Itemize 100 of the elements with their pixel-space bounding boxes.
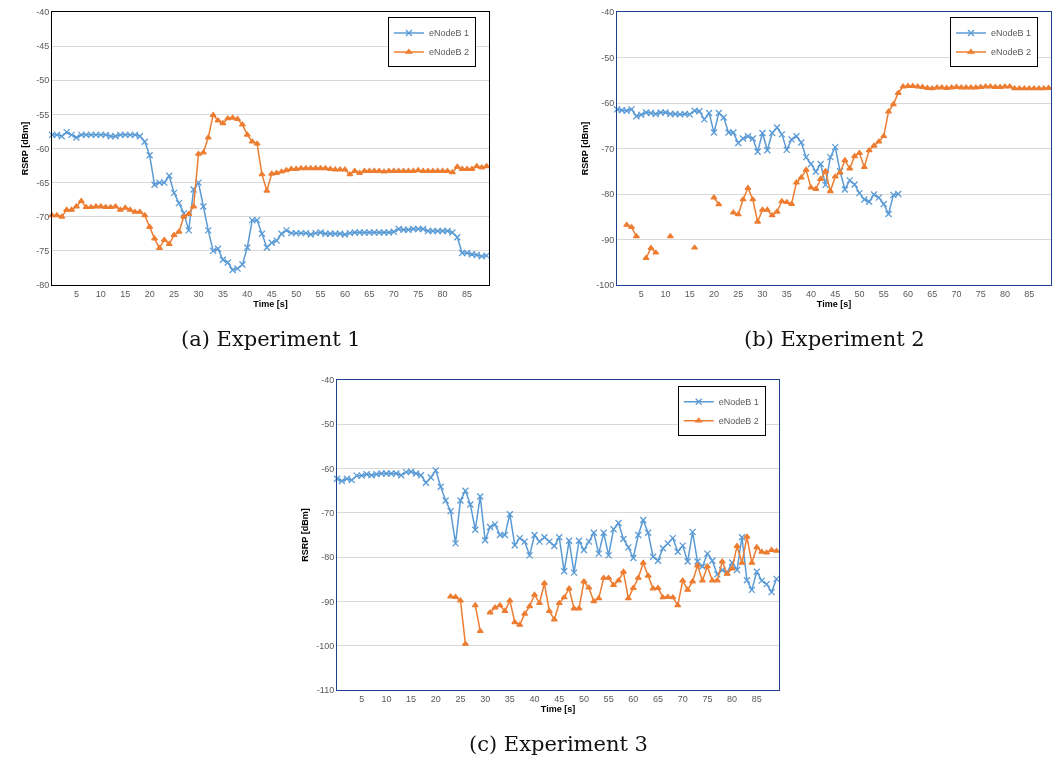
x-tick-label: 60 [902, 288, 913, 299]
x-tick-label: 10 [381, 693, 392, 704]
x-tick-label: 50 [578, 693, 589, 704]
y-tick-label: -40 [321, 375, 335, 386]
x-tick-label: 85 [462, 288, 473, 299]
x-tick-label: 10 [95, 288, 106, 299]
point [700, 115, 708, 124]
x-tick-label: 35 [504, 693, 515, 704]
point [884, 210, 893, 218]
y-tick-label: -50 [321, 419, 335, 430]
y-tick-label: -100 [596, 280, 615, 291]
point [817, 160, 825, 168]
x-tick-label: 70 [951, 288, 962, 299]
point [880, 200, 888, 208]
point [889, 191, 898, 199]
x-tick-label: 25 [169, 288, 180, 299]
x-tick-label: 65 [927, 288, 938, 299]
x-axis-title: Time [s] [540, 703, 576, 714]
y-tick-label: -70 [601, 143, 615, 154]
x-tick-label: 80 [727, 693, 738, 704]
y-tick-label: -100 [316, 640, 335, 651]
y-tick-label: -40 [601, 7, 615, 18]
legend-label: eNodeB 1 [718, 397, 759, 408]
x-tick-label: 20 [708, 288, 719, 299]
point [821, 181, 830, 189]
x-tick-label: 30 [193, 288, 204, 299]
point [632, 112, 641, 120]
legend-label: eNodeB 2 [428, 47, 469, 58]
text: (b) Experiment 2 [744, 327, 925, 351]
x-tick-label: 45 [830, 288, 841, 299]
y-tick-label: -70 [36, 211, 50, 222]
point [797, 138, 805, 147]
y-tick-label: -60 [321, 463, 335, 474]
point [778, 130, 786, 139]
x-tick-label: 55 [315, 288, 326, 299]
y-tick-label: -45 [36, 41, 50, 52]
y-tick-label: -50 [601, 52, 615, 63]
point [768, 129, 776, 137]
x-tick-label: 35 [217, 288, 228, 299]
x-tick-label: 10 [660, 288, 671, 299]
point [841, 185, 849, 194]
x-tick-label: 45 [554, 693, 565, 704]
legend-label: eNodeB 1 [428, 28, 469, 39]
y-tick-label: -80 [36, 280, 50, 291]
x-tick-label: 85 [751, 693, 762, 704]
y-tick-label: -80 [601, 189, 615, 200]
x-tick-label: 50 [291, 288, 302, 299]
point [758, 129, 767, 137]
text: (c) Experiment 3 [469, 732, 648, 756]
y-tick-label: -90 [321, 596, 335, 607]
y-axis-title: RSRP [dBm] [19, 121, 30, 176]
y-tick-label: -80 [321, 552, 335, 563]
x-tick-label: 15 [120, 288, 131, 299]
text: (a) Experiment 1 [181, 327, 361, 351]
y-tick-label: -70 [321, 508, 335, 519]
x-tick-label: 60 [339, 288, 350, 299]
x-tick-label: 15 [406, 693, 417, 704]
x-tick-label: 65 [653, 693, 664, 704]
x-tick-label: 20 [430, 693, 441, 704]
x-tick-label: 20 [144, 288, 155, 299]
x-tick-label: 80 [999, 288, 1010, 299]
x-tick-label: 45 [266, 288, 277, 299]
x-tick-label: 55 [603, 693, 614, 704]
x-tick-label: 60 [628, 693, 639, 704]
x-tick-label: 30 [480, 693, 491, 704]
x-tick-label: 15 [684, 288, 695, 299]
point [705, 109, 713, 117]
x-tick-label: 30 [757, 288, 768, 299]
legend-label: eNodeB 2 [718, 416, 759, 427]
point [720, 113, 728, 122]
x-tick-label: 35 [781, 288, 792, 299]
point [783, 146, 791, 154]
point [773, 123, 781, 132]
legend-label: eNodeB 1 [990, 28, 1032, 39]
y-tick-label: -90 [601, 234, 615, 245]
x-tick-label: 50 [854, 288, 865, 299]
x-tick-label: 40 [529, 693, 540, 704]
point [715, 109, 723, 117]
point [870, 190, 878, 199]
legend-label: eNodeB 2 [990, 47, 1032, 58]
point [855, 189, 864, 197]
y-tick-label: -50 [36, 75, 50, 86]
x-tick-label: 70 [677, 693, 688, 704]
x-tick-label: 40 [242, 288, 253, 299]
x-tick-label: 65 [364, 288, 375, 299]
y-axis-title: RSRP [dBm] [299, 508, 310, 562]
point [792, 132, 801, 140]
x-tick-label: 55 [878, 288, 889, 299]
x-tick-label: 5 [73, 288, 79, 299]
x-axis-title: Time [s] [816, 298, 852, 309]
x-tick-label: 25 [733, 288, 744, 299]
x-tick-label: 75 [702, 693, 713, 704]
y-axis-title: RSRP [dBm] [579, 121, 590, 176]
point [627, 105, 636, 114]
x-tick-label: 75 [413, 288, 424, 299]
x-tick-label: 75 [975, 288, 986, 299]
x-tick-label: 80 [437, 288, 448, 299]
x-tick-label: 85 [1024, 288, 1035, 299]
x-tick-label: 5 [638, 288, 644, 299]
x-tick-label: 5 [359, 693, 365, 704]
